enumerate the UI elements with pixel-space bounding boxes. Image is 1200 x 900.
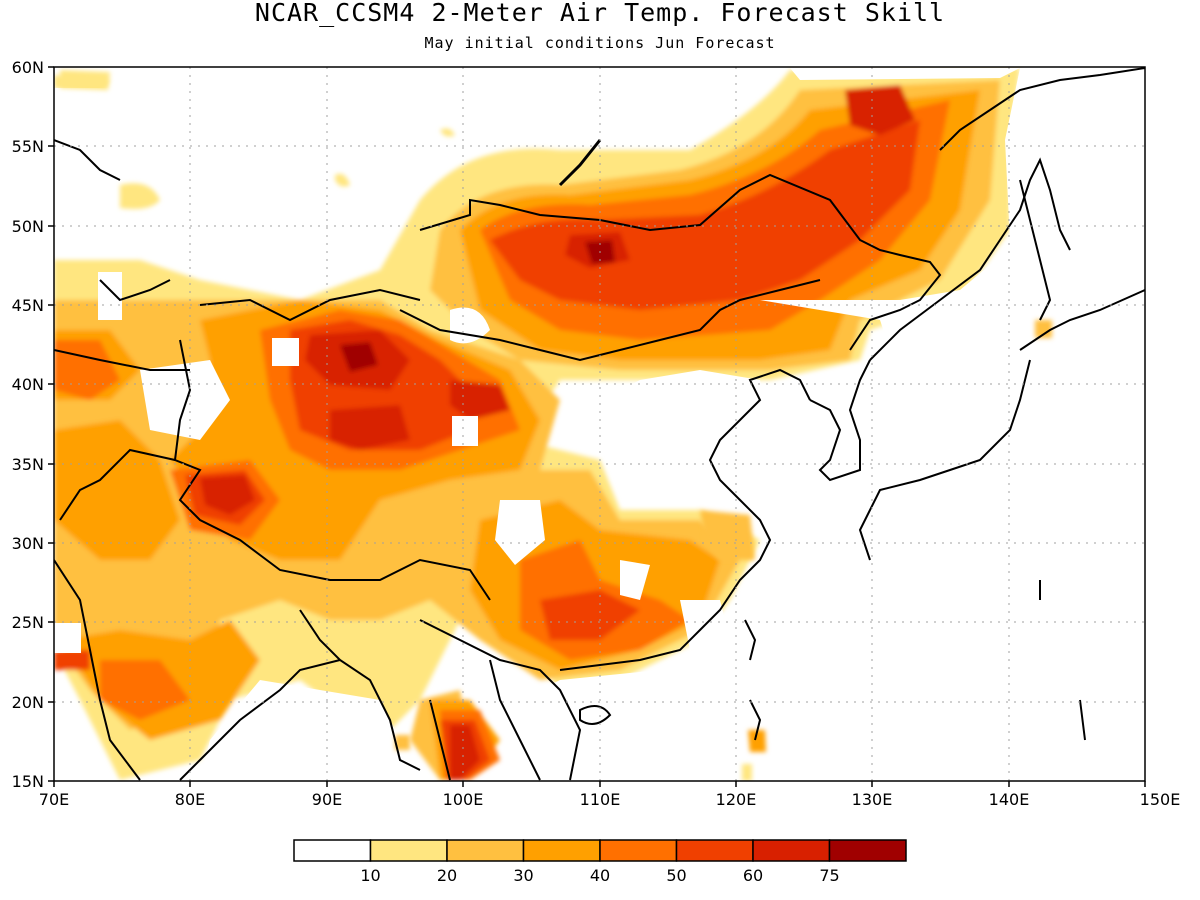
isolated-skill-cells [60, 70, 1052, 781]
y-tick-label: 15N [12, 772, 44, 791]
colorbar-swatch [752, 839, 831, 862]
longitude-axis-labels: 70E 80E 90E 100E 110E 120E 130E 140E 150… [39, 790, 1181, 809]
colorbar-swatch [293, 839, 372, 862]
y-tick-label: 60N [12, 58, 44, 77]
colorbar-label: 30 [513, 866, 533, 885]
colorbar-swatch [828, 839, 907, 862]
y-tick-label: 40N [12, 375, 44, 394]
colorbar-label: 50 [666, 866, 686, 885]
colorbar-swatch [446, 839, 525, 862]
y-tick-label: 55N [12, 137, 44, 156]
y-tick-label: 45N [12, 296, 44, 315]
y-tick-label: 35N [12, 455, 44, 474]
colorbar-label: 10 [360, 866, 380, 885]
x-tick-label: 90E [312, 790, 342, 809]
y-tick-label: 25N [12, 613, 44, 632]
y-tick-label: 50N [12, 217, 44, 236]
colorbar-swatch [522, 839, 601, 862]
colorbar-swatch [675, 839, 754, 862]
map-grid [54, 67, 1145, 781]
y-tick-label: 30N [12, 534, 44, 553]
colorbar-label: 40 [590, 866, 610, 885]
x-tick-label: 110E [580, 790, 621, 809]
colorbar-swatch [599, 839, 678, 862]
x-tick-label: 130E [852, 790, 893, 809]
map-title: NCAR_CCSM4 2-Meter Air Temp. Forecast Sk… [254, 0, 946, 27]
colorbar-legend: 10 20 30 40 50 60 75 [293, 839, 907, 885]
colorbar-label: 60 [743, 866, 763, 885]
axis-ticks [48, 66, 1146, 787]
x-tick-label: 120E [716, 790, 757, 809]
x-tick-label: 140E [989, 790, 1030, 809]
x-tick-label: 70E [39, 790, 69, 809]
colorbar-label: 20 [437, 866, 457, 885]
y-tick-label: 20N [12, 693, 44, 712]
x-tick-label: 80E [175, 790, 205, 809]
colorbar-swatch [369, 839, 448, 862]
x-tick-label: 100E [443, 790, 484, 809]
colorbar-label: 75 [819, 866, 839, 885]
latitude-axis-labels: 15N 20N 25N 30N 35N 40N 45N 50N 55N 60N [12, 58, 44, 791]
map-subtitle: May initial conditions Jun Forecast [424, 34, 776, 52]
x-tick-label: 150E [1140, 790, 1181, 809]
coastlines-and-borders [54, 67, 1145, 781]
